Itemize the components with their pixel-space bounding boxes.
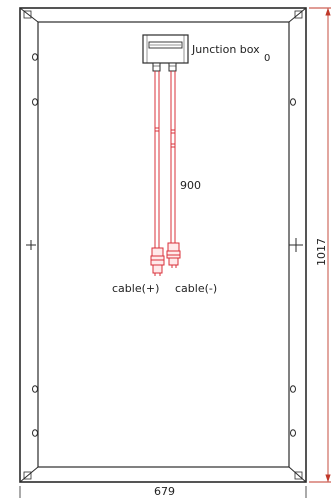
cable-positive-label: cable(+) (112, 282, 159, 295)
cable-negative (170, 71, 176, 243)
junction-box (142, 34, 189, 72)
mounting-holes (32, 53, 296, 437)
mounting-hole (32, 429, 38, 437)
height-dimension-line (309, 7, 331, 483)
connector-positive (150, 247, 165, 276)
mounting-hole (32, 98, 38, 106)
connector-negative (166, 242, 181, 268)
mounting-hole (290, 385, 296, 393)
panel-frame (19, 7, 307, 483)
mounting-hole (32, 53, 38, 61)
grounding-marks (26, 238, 303, 252)
cable-negative-label: cable(-) (175, 282, 217, 295)
height-dimension-label: 1017 (315, 238, 328, 266)
cable-length-label: 900 (180, 179, 201, 192)
width-dimension-label: 679 (154, 485, 175, 498)
cable-positive (154, 71, 160, 248)
mounting-hole (290, 429, 296, 437)
junction-box-dimension: 0 (264, 53, 270, 64)
mounting-hole (290, 98, 296, 106)
mounting-hole (32, 385, 38, 393)
junction-box-label: Junction box (191, 43, 260, 56)
width-dimension-line (19, 486, 307, 498)
